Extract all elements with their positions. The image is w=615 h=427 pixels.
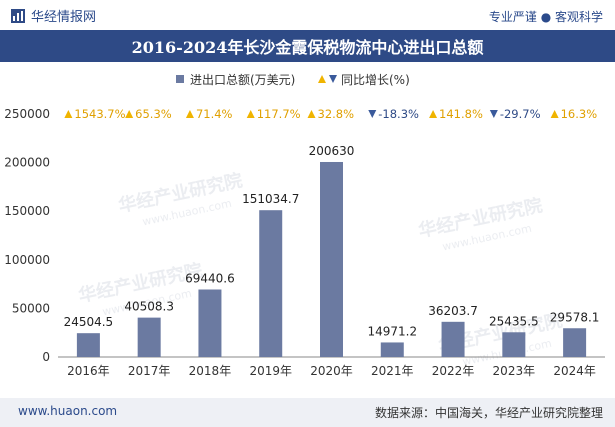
- bar-value-label: 29578.1: [550, 310, 600, 324]
- x-tick-label: 2017年: [128, 364, 171, 378]
- legend-label-bar: 进出口总额(万美元): [190, 73, 295, 87]
- growth-label: 65.3%: [135, 107, 172, 121]
- title-bar: 2016-2024年长沙金霞保税物流中心进出口总额: [0, 30, 615, 62]
- x-tick-label: 2024年: [553, 364, 596, 378]
- x-tick-label: 2021年: [371, 364, 414, 378]
- brand: 华经情报网: [10, 6, 96, 25]
- growth-down-icon: [489, 110, 498, 118]
- growth-label: -18.3%: [378, 107, 419, 121]
- growth-label: 32.8%: [318, 107, 355, 121]
- growth-up-icon: [125, 110, 134, 118]
- bar: [502, 332, 526, 357]
- chart-area: 华经产业研究院 www.huaon.com 华经产业研究院 www.huaon.com…: [0, 62, 615, 397]
- bar-value-label: 69440.6: [185, 272, 235, 286]
- growth-label: 117.7%: [257, 107, 301, 121]
- x-tick-label: 2023年: [493, 364, 536, 378]
- growth-label: 71.4%: [196, 107, 233, 121]
- y-tick-label: 100000: [4, 253, 50, 267]
- bar: [441, 321, 465, 357]
- growth-up-icon: [246, 110, 255, 118]
- brand-name: 华经情报网: [31, 10, 97, 25]
- bar: [259, 210, 283, 357]
- x-tick-label: 2016年: [67, 364, 110, 378]
- bar-value-label: 151034.7: [242, 192, 299, 206]
- growth-label: 1543.7%: [74, 107, 125, 121]
- y-tick-label: 250000: [4, 107, 50, 121]
- growth-label: 141.8%: [439, 107, 483, 121]
- bar: [380, 342, 404, 357]
- footer: www.huaon.com 数据来源：中国海关，华经产业研究院整理: [0, 398, 615, 427]
- growth-up-icon: [429, 110, 438, 118]
- x-tick-label: 2022年: [432, 364, 475, 378]
- bar-value-label: 14971.2: [367, 324, 417, 338]
- bar: [320, 161, 343, 357]
- bar-value-label: 40508.3: [124, 300, 174, 314]
- y-tick-label: 0: [42, 350, 50, 364]
- bar-value-label: 200630: [309, 144, 355, 158]
- growth-label: -29.7%: [500, 107, 541, 121]
- legend-label-growth: 同比增长(%): [341, 73, 410, 87]
- growth-label: 16.3%: [561, 107, 598, 121]
- bar-value-label: 24504.5: [64, 315, 114, 329]
- y-tick-label: 150000: [4, 204, 50, 218]
- growth-up-icon: [550, 110, 559, 118]
- footer-website: www.huaon.com: [18, 404, 118, 418]
- x-tick-label: 2019年: [249, 364, 292, 378]
- growth-down-icon: [368, 110, 377, 118]
- legend-triangle-down-icon: [329, 75, 337, 83]
- top-bar: 华经情报网 专业严谨 ● 客观科学: [0, 0, 615, 30]
- tagline: 专业严谨 ● 客观科学: [488, 10, 603, 24]
- y-tick-label: 50000: [12, 301, 50, 315]
- growth-up-icon: [185, 110, 194, 118]
- growth-up-icon: [64, 110, 73, 118]
- bar-value-label: 25435.5: [489, 314, 539, 328]
- legend-triangle-up-icon: [318, 75, 326, 83]
- bar-value-label: 36203.7: [428, 304, 478, 318]
- x-tick-label: 2020年: [310, 364, 353, 378]
- brand-logo-icon: [11, 8, 25, 23]
- bar: [563, 328, 587, 357]
- footer-source: 数据来源：中国海关，华经产业研究院整理: [374, 406, 603, 420]
- bar: [137, 317, 161, 357]
- x-tick-label: 2018年: [189, 364, 232, 378]
- chart-title: 2016-2024年长沙金霞保税物流中心进出口总额: [131, 38, 484, 57]
- legend-swatch-bar: [176, 75, 184, 83]
- bars: [76, 161, 587, 357]
- y-tick-label: 200000: [4, 156, 50, 170]
- data-labels: 24504.5 40508.3 69440.6 151034.7 200630 14971…: [64, 107, 600, 338]
- growth-up-icon: [307, 110, 316, 118]
- legend: 进出口总额(万美元) 同比增长(%): [176, 73, 410, 87]
- bar: [198, 289, 222, 357]
- bar: [76, 333, 100, 357]
